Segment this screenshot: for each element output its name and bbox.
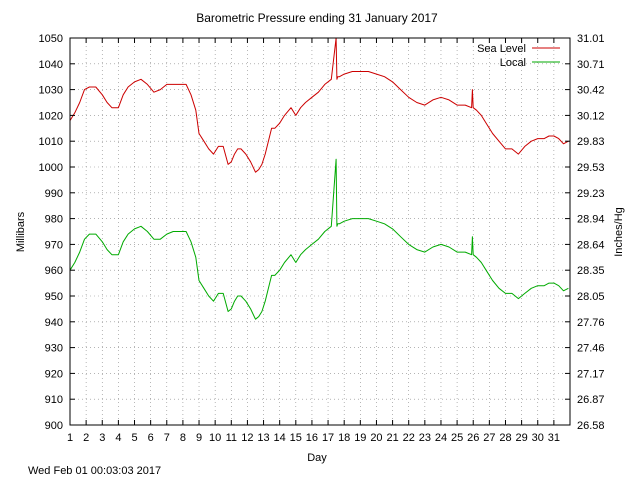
y-tick-label: 920 <box>45 368 63 380</box>
y-tick-label: 970 <box>45 239 63 251</box>
y2-tick-label: 26.87 <box>577 394 605 406</box>
legend: Sea Level Local <box>477 43 560 69</box>
x-tick-label: 8 <box>180 432 186 444</box>
x-tick-label: 22 <box>403 432 415 444</box>
x-tick-label: 11 <box>226 432 237 444</box>
y-tick-label: 990 <box>45 188 63 200</box>
y2-tick-label: 29.53 <box>577 162 605 174</box>
y-tick-label: 960 <box>45 265 63 277</box>
y2-tick-label: 27.17 <box>577 368 605 380</box>
y-tick-label: 900 <box>45 420 63 432</box>
x-tick-label: 30 <box>532 432 544 444</box>
x-tick-label: 23 <box>419 432 431 444</box>
y-axis-right: 26.58 26.87 27.17 27.46 27.76 28.05 28.35 28.64… <box>565 33 605 432</box>
x-axis: 1 2 3 4 5 6 7 8 9 10 11 12 13 14 15 16 17 18 19 20 21 22 23 24 2… <box>67 38 560 444</box>
y2-tick-label: 28.35 <box>577 265 605 277</box>
x-tick-label: 20 <box>370 432 382 444</box>
legend-label: Local <box>500 57 526 69</box>
x-tick-label: 27 <box>483 432 495 444</box>
y2-tick-label: 30.12 <box>577 110 605 122</box>
y2-tick-label: 27.46 <box>577 343 605 355</box>
series-line-local <box>69 158 569 320</box>
x-tick-label: 3 <box>99 432 105 444</box>
x-tick-label: 25 <box>451 432 463 444</box>
x-tick-label: 21 <box>386 432 398 444</box>
y2-tick-label: 28.94 <box>577 214 605 226</box>
y2-tick-label: 30.42 <box>577 85 605 97</box>
series-layer <box>69 37 569 320</box>
series-line-sea-level <box>69 37 569 173</box>
x-tick-label: 14 <box>274 432 286 444</box>
x-tick-label: 13 <box>257 432 269 444</box>
y-axis-left: 900 910 920 930 940 950 960 970 980 990 1000 1010 10… <box>39 33 75 432</box>
y-axis-left-label: Millibars <box>15 211 27 252</box>
x-tick-label: 2 <box>83 432 89 444</box>
y-tick-label: 1040 <box>39 59 63 71</box>
chart-title: Barometric Pressure ending 31 January 20… <box>196 11 438 25</box>
y-tick-label: 910 <box>45 394 63 406</box>
x-tick-label: 5 <box>131 432 137 444</box>
y-tick-label: 980 <box>45 214 63 226</box>
x-tick-label: 15 <box>290 432 302 444</box>
x-tick-label: 16 <box>306 432 318 444</box>
x-tick-label: 7 <box>164 432 170 444</box>
x-tick-label: 1 <box>67 432 73 444</box>
y2-tick-label: 30.71 <box>577 59 605 71</box>
x-tick-label: 18 <box>338 432 350 444</box>
x-axis-label: Day <box>307 452 327 464</box>
y-tick-label: 1050 <box>39 33 63 45</box>
x-tick-label: 4 <box>115 432 121 444</box>
x-tick-label: 24 <box>435 432 447 444</box>
x-tick-label: 12 <box>241 432 253 444</box>
y2-tick-label: 29.83 <box>577 136 605 148</box>
x-tick-label: 9 <box>196 432 202 444</box>
y-tick-label: 940 <box>45 317 63 329</box>
y2-tick-label: 31.01 <box>577 33 605 45</box>
x-tick-label: 17 <box>322 432 334 444</box>
x-tick-label: 31 <box>548 432 560 444</box>
x-tick-label: 29 <box>515 432 527 444</box>
y-tick-label: 950 <box>45 291 63 303</box>
y2-tick-label: 29.23 <box>577 188 605 200</box>
y-tick-label: 1000 <box>39 162 63 174</box>
x-tick-label: 28 <box>499 432 511 444</box>
x-tick-label: 19 <box>354 432 366 444</box>
y-tick-label: 1020 <box>39 110 63 122</box>
x-tick-label: 26 <box>467 432 479 444</box>
y-tick-label: 1030 <box>39 85 63 97</box>
y-tick-label: 1010 <box>39 136 63 148</box>
y2-tick-label: 26.58 <box>577 420 605 432</box>
y2-tick-label: 28.05 <box>577 291 605 303</box>
grid <box>70 38 570 425</box>
y-axis-right-label: Inches/Hg <box>613 207 625 257</box>
plot-frame <box>69 37 571 426</box>
y-tick-label: 930 <box>45 343 63 355</box>
x-tick-label: 10 <box>209 432 221 444</box>
timestamp: Wed Feb 01 00:03:03 2017 <box>28 465 161 477</box>
y2-tick-label: 28.64 <box>577 239 605 251</box>
x-tick-label: 6 <box>148 432 154 444</box>
y2-tick-label: 27.76 <box>577 317 605 329</box>
legend-label: Sea Level <box>477 43 526 55</box>
